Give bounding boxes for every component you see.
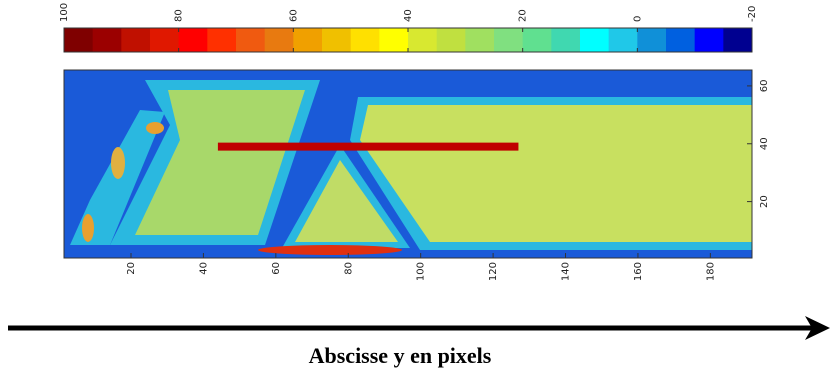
x-tick-label: 20 xyxy=(126,262,137,275)
colorbar-cell xyxy=(551,28,581,52)
x-tick-label: 120 xyxy=(488,262,499,281)
x-tick-label: 80 xyxy=(343,262,354,275)
colorbar: 100 80 60 40 20 0 -20 xyxy=(59,3,758,53)
colorbar-cell xyxy=(178,28,208,52)
x-tick-label: 60 xyxy=(271,262,282,275)
colorbar-cell xyxy=(723,28,753,52)
colorbar-cell xyxy=(408,28,438,52)
y-tick-label: 40 xyxy=(759,137,770,150)
colorbar-tick-label: 20 xyxy=(518,9,529,22)
arrow-head xyxy=(805,316,830,340)
colorbar-cell xyxy=(379,28,409,52)
y-tick-label: 20 xyxy=(759,195,770,208)
colorbar-cell xyxy=(92,28,122,52)
colorbar-cell xyxy=(494,28,524,52)
colorbar-cell xyxy=(64,28,94,52)
x-axis-label: Abscisse y en pixels xyxy=(309,343,492,368)
colorbar-cell xyxy=(322,28,352,52)
heatmap-image xyxy=(64,70,752,258)
colorbar-cell xyxy=(350,28,380,52)
colorbar-cell xyxy=(666,28,696,52)
plot-frame xyxy=(63,69,753,259)
hot-streak xyxy=(258,245,402,255)
x-tick-label: 40 xyxy=(198,262,209,275)
colorbar-cell xyxy=(637,28,667,52)
x-tick-label: 180 xyxy=(705,262,716,281)
x-tick-label: 140 xyxy=(561,262,572,281)
colorbar-tick-label: 40 xyxy=(403,9,414,22)
colorbar-tick-label: 60 xyxy=(288,9,299,22)
colorbar-tick-label: 0 xyxy=(632,16,643,22)
colorbar-cell xyxy=(608,28,638,52)
hot-spot xyxy=(82,214,94,242)
colorbar-tick-label: 100 xyxy=(59,3,70,22)
hot-spot xyxy=(146,122,164,134)
colorbar-cell xyxy=(694,28,724,52)
colorbar-cell xyxy=(236,28,266,52)
x-tick-label: 160 xyxy=(633,262,644,281)
colorbar-cell xyxy=(522,28,552,52)
colorbar-tick-label: 80 xyxy=(174,9,185,22)
colorbar-cell xyxy=(207,28,237,52)
x-tick-label: 100 xyxy=(416,262,427,281)
colorbar-tick-label: -20 xyxy=(747,6,758,22)
colorbar-cell xyxy=(293,28,323,52)
colorbar-cell xyxy=(436,28,466,52)
y-tick-label: 60 xyxy=(759,80,770,93)
colorbar-cell xyxy=(264,28,294,52)
hot-spot xyxy=(111,147,125,179)
colorbar-cell xyxy=(150,28,180,52)
right-region xyxy=(360,105,752,242)
colorbar-cell xyxy=(580,28,610,52)
left-region xyxy=(135,90,305,235)
colorbar-cell xyxy=(465,28,495,52)
middle-region xyxy=(295,160,398,242)
colorbar-cell xyxy=(121,28,151,52)
